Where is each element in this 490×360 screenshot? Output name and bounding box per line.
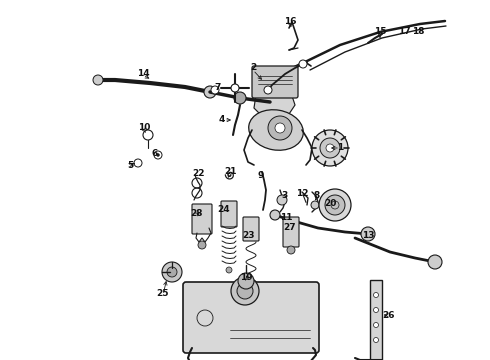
Circle shape — [361, 227, 375, 241]
Text: 5: 5 — [127, 161, 133, 170]
Circle shape — [325, 195, 345, 215]
Circle shape — [287, 246, 295, 254]
Circle shape — [268, 116, 292, 140]
Polygon shape — [254, 88, 295, 122]
Circle shape — [162, 262, 182, 282]
Circle shape — [237, 283, 253, 299]
Text: 12: 12 — [296, 189, 308, 198]
Circle shape — [238, 273, 254, 289]
Circle shape — [231, 84, 239, 92]
Circle shape — [226, 267, 232, 273]
Text: 8: 8 — [314, 192, 320, 201]
Circle shape — [311, 201, 319, 209]
Text: 9: 9 — [258, 171, 264, 180]
Circle shape — [319, 189, 351, 221]
Text: 18: 18 — [412, 27, 424, 36]
Circle shape — [373, 338, 378, 342]
Text: 21: 21 — [224, 167, 236, 176]
Circle shape — [204, 86, 216, 98]
Text: 3: 3 — [281, 192, 287, 201]
Ellipse shape — [249, 110, 303, 150]
Text: 14: 14 — [137, 68, 149, 77]
Text: 1: 1 — [337, 144, 343, 153]
Circle shape — [373, 292, 378, 297]
Circle shape — [373, 323, 378, 328]
FancyBboxPatch shape — [243, 217, 259, 241]
Bar — [370, 280, 382, 360]
Text: 28: 28 — [190, 210, 202, 219]
Circle shape — [373, 307, 378, 312]
Text: 16: 16 — [284, 18, 296, 27]
FancyBboxPatch shape — [283, 217, 299, 247]
Text: 19: 19 — [240, 274, 252, 283]
Circle shape — [156, 153, 160, 157]
Text: 13: 13 — [362, 231, 374, 240]
Circle shape — [198, 241, 206, 249]
Text: 20: 20 — [324, 198, 336, 207]
Text: 15: 15 — [374, 27, 386, 36]
Circle shape — [275, 123, 285, 133]
Text: 22: 22 — [192, 170, 204, 179]
Circle shape — [93, 75, 103, 85]
Circle shape — [270, 210, 280, 220]
Text: 27: 27 — [284, 224, 296, 233]
Text: 7: 7 — [215, 84, 221, 93]
Text: 11: 11 — [280, 213, 292, 222]
Text: 6: 6 — [152, 148, 158, 158]
Text: 26: 26 — [382, 310, 394, 320]
Text: 24: 24 — [218, 206, 230, 215]
Circle shape — [320, 138, 340, 158]
Text: 4: 4 — [219, 114, 225, 123]
Circle shape — [264, 86, 272, 94]
Text: 25: 25 — [156, 289, 168, 298]
Circle shape — [211, 86, 219, 94]
Circle shape — [234, 92, 246, 104]
Text: 23: 23 — [242, 230, 254, 239]
Text: 10: 10 — [138, 123, 150, 132]
Circle shape — [299, 60, 307, 68]
FancyBboxPatch shape — [221, 201, 237, 227]
Circle shape — [428, 255, 442, 269]
Text: 2: 2 — [250, 63, 256, 72]
Text: 17: 17 — [398, 27, 410, 36]
Circle shape — [312, 130, 348, 166]
FancyBboxPatch shape — [183, 282, 319, 353]
Circle shape — [231, 277, 259, 305]
Circle shape — [167, 267, 177, 277]
FancyBboxPatch shape — [252, 66, 298, 98]
Circle shape — [277, 195, 287, 205]
Circle shape — [326, 144, 334, 152]
FancyBboxPatch shape — [192, 204, 212, 234]
